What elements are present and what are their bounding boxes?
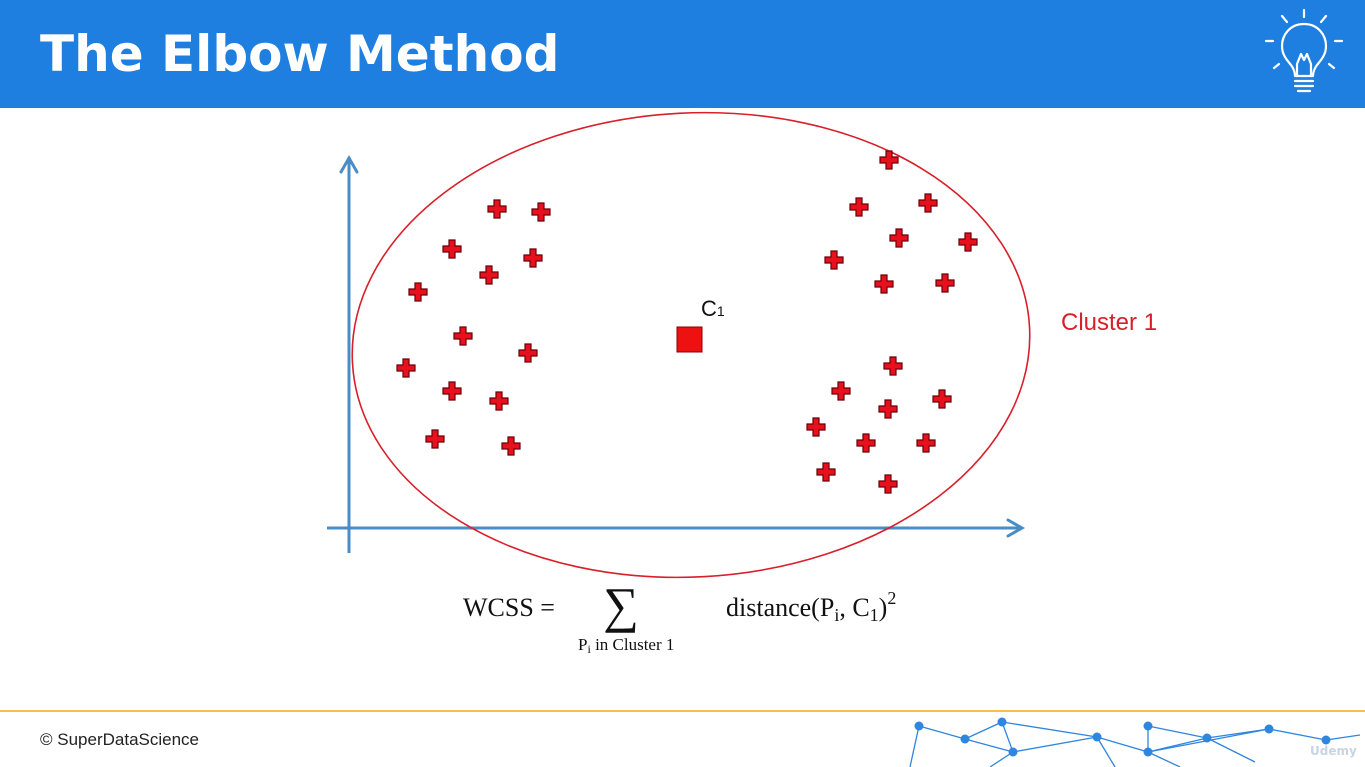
copyright-text: © SuperDataScience (40, 730, 200, 749)
cluster-diagram: C1 Cluster 1 WCSS = ∑ Pi in Cluster 1 di… (327, 111, 1157, 656)
data-point (396, 358, 416, 378)
data-point (874, 274, 894, 294)
data-point (916, 433, 936, 453)
data-point (442, 239, 462, 259)
data-point (501, 436, 521, 456)
data-point (878, 474, 898, 494)
data-points (396, 150, 978, 494)
data-point (883, 356, 903, 376)
header-bar: The Elbow Method (0, 0, 1365, 108)
wcss-formula: WCSS = ∑ Pi in Cluster 1 distance(Pi, C1… (463, 577, 896, 656)
data-point (932, 389, 952, 409)
centroid-subscript: 1 (717, 303, 725, 319)
data-point (487, 199, 507, 219)
centroid-marker (676, 326, 703, 353)
data-point (531, 202, 551, 222)
axes (327, 154, 1026, 553)
data-point (935, 273, 955, 293)
data-point (523, 248, 543, 268)
data-point (849, 197, 869, 217)
data-point (442, 381, 462, 401)
centroid-label: C1 (701, 296, 725, 321)
data-point (831, 381, 851, 401)
formula-term: distance(Pi, C1)2 (726, 588, 896, 625)
footer-divider (0, 710, 1365, 712)
network-graphic (909, 717, 1361, 767)
data-point (824, 250, 844, 270)
x-axis-arrow (1006, 518, 1026, 538)
cluster-ellipse (351, 111, 1031, 579)
slide-title: The Elbow Method (40, 25, 560, 83)
data-point (453, 326, 473, 346)
data-point (918, 193, 938, 213)
data-point (489, 391, 509, 411)
data-point (518, 343, 538, 363)
data-point (408, 282, 428, 302)
cluster-label: Cluster 1 (1061, 309, 1157, 336)
formula-lhs: WCSS = (463, 593, 555, 622)
data-point (479, 265, 499, 285)
data-point (878, 399, 898, 419)
udemy-watermark: Udemy (1310, 744, 1357, 758)
lightbulb-icon (1264, 8, 1344, 93)
formula-sum-symbol: ∑ (603, 577, 639, 633)
y-axis-arrow (339, 154, 359, 174)
data-point (889, 228, 909, 248)
formula-subscript: Pi in Cluster 1 (578, 635, 674, 656)
data-point (816, 462, 836, 482)
data-point (856, 433, 876, 453)
data-point (958, 232, 978, 252)
data-point (806, 417, 826, 437)
data-point (425, 429, 445, 449)
